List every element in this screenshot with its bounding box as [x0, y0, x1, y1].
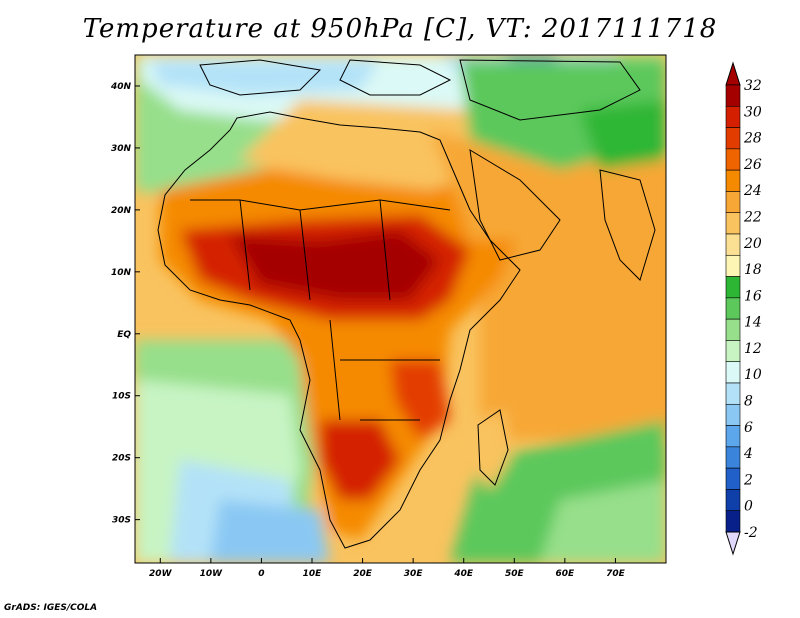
- colorbar-swatch: [725, 254, 741, 277]
- map-title: Temperature at 950hPa [C], VT: 201711171…: [82, 14, 718, 44]
- lon-tick-label: 60E: [556, 569, 576, 579]
- colorbar-swatch: [725, 382, 741, 405]
- colorbar-swatch: [725, 446, 741, 469]
- colorbar-under-arrow: [725, 531, 741, 556]
- colorbar-label: -2: [744, 525, 758, 541]
- lon-tick-label: 0: [258, 569, 264, 579]
- colorbar-swatch: [725, 233, 741, 256]
- colorbar-label: 28: [743, 131, 762, 147]
- longitude-axis: 20W 10W 0 10E 20E 30E 40E 50E 60E 70E: [149, 558, 626, 579]
- colorbar-label: 2: [743, 472, 753, 488]
- lat-tick-label: 20N: [111, 206, 132, 216]
- colorbar-swatch: [725, 127, 741, 150]
- plot-area: [135, 55, 666, 563]
- colorbar-swatch: [725, 84, 741, 107]
- colorbar-label: 0: [744, 499, 753, 515]
- colorbar-swatch: [725, 169, 741, 192]
- colorbar-swatch: [725, 361, 741, 384]
- colorbar-label: 6: [744, 420, 753, 436]
- colorbar-label: 12: [744, 341, 762, 357]
- lon-tick-label: 20W: [149, 569, 173, 579]
- colorbar-label: 18: [744, 262, 762, 278]
- colorbar-swatch: [725, 510, 741, 533]
- plot-frame: [134, 54, 667, 564]
- colorbar-label: 8: [744, 394, 753, 410]
- lat-tick-label: 30N: [111, 144, 132, 154]
- colorbar-label: 4: [743, 446, 753, 462]
- colorbar-swatch: [725, 105, 741, 128]
- colorbar-label: 24: [743, 183, 762, 199]
- lon-tick-label: 30E: [404, 569, 424, 579]
- colorbar-swatch: [725, 297, 741, 320]
- colorbar-over-arrow: [725, 61, 741, 86]
- lat-tick-label: 10N: [111, 268, 132, 278]
- grads-credit: GrADS: IGES/COLA: [4, 603, 98, 613]
- colorbar-swatch: [725, 425, 741, 448]
- colorbar-swatch: [725, 148, 741, 171]
- colorbar-label: 14: [744, 315, 762, 331]
- colorbar-label: 32: [744, 78, 762, 94]
- colorbar-label: 22: [743, 209, 762, 225]
- colorbar-label: 26: [743, 157, 762, 173]
- lat-tick-label: 20S: [112, 454, 131, 464]
- colorbar-swatch: [725, 403, 741, 426]
- lat-tick-label: 10S: [112, 392, 131, 402]
- lon-tick-label: 40E: [453, 569, 474, 579]
- colorbar-swatch: [725, 318, 741, 341]
- lon-tick-label: 50E: [505, 569, 525, 579]
- colorbar-swatch: [725, 467, 741, 490]
- colorbar-swatch: [725, 191, 741, 214]
- lon-tick-label: 70E: [606, 569, 626, 579]
- colorbar-label: 30: [744, 104, 762, 120]
- colorbar-swatch: [725, 340, 741, 363]
- temperature-field: [135, 55, 666, 563]
- colorbar-swatch: [725, 489, 741, 512]
- colorbar-swatch: [725, 276, 741, 299]
- coastlines: [157, 59, 656, 549]
- lat-tick-label: EQ: [117, 330, 131, 340]
- colorbar-label: 20: [743, 236, 762, 252]
- lon-tick-label: 10W: [200, 569, 224, 579]
- lon-tick-label: 20E: [353, 569, 373, 579]
- lon-tick-label: 10E: [303, 569, 323, 579]
- lat-tick-label: 30S: [112, 516, 131, 526]
- colorbar-label: 10: [744, 367, 762, 383]
- colorbar-label: 16: [744, 288, 762, 304]
- latitude-axis: 40N 30N 20N 10N EQ 10S 20S 30S: [110, 82, 140, 526]
- colorbar-swatch: [725, 212, 741, 235]
- lat-tick-label: 40N: [110, 82, 132, 92]
